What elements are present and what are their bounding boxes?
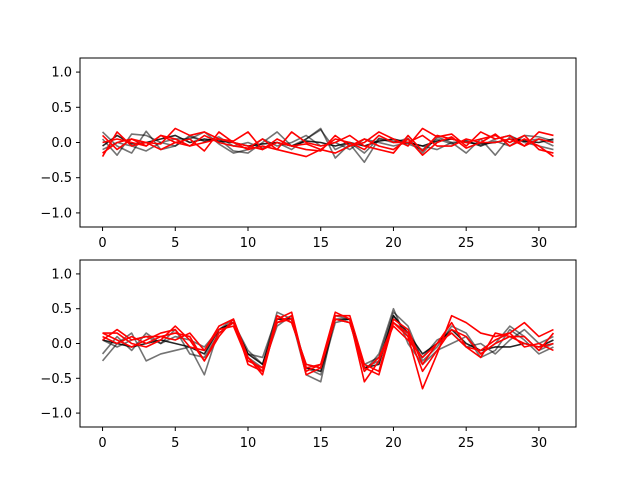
series-group — [101, 307, 555, 390]
x-tick-label: 30 — [531, 236, 548, 251]
x-tick-label: 15 — [312, 236, 329, 251]
red-series-line-7 — [102, 134, 554, 154]
x-tick-label: 25 — [458, 236, 475, 251]
x-tick-label: 10 — [240, 436, 257, 451]
gray-series-line-1 — [101, 314, 554, 376]
y-tick-label: −0.5 — [40, 171, 72, 186]
y-tick-label: −1.0 — [40, 407, 72, 422]
x-tick-label: 20 — [385, 436, 402, 451]
x-tick-label: 30 — [531, 436, 548, 451]
y-tick-label: 0.0 — [51, 337, 72, 352]
x-tick-label: 5 — [171, 436, 179, 451]
x-tick-label: 10 — [240, 236, 257, 251]
y-tick-label: 1.0 — [51, 267, 72, 282]
y-tick-label: 1.0 — [51, 66, 72, 81]
red-series-line-4 — [102, 311, 554, 390]
series-group — [101, 127, 554, 164]
y-tick-label: −1.0 — [40, 206, 72, 221]
y-tick-label: 0.5 — [51, 302, 72, 317]
y-tick-label: 0.5 — [51, 101, 72, 116]
red-series-line-6 — [102, 131, 554, 158]
top-subplot: 0 5 10 15 20 25 30 −1.0 −0.5 0.0 0.5 1.0 — [40, 57, 577, 251]
bottom-subplot: 0 5 10 15 20 25 30 −1.0 −0.5 0.0 0.5 1.0 — [40, 259, 577, 451]
x-tick-label: 0 — [98, 236, 106, 251]
x-tick-label: 15 — [312, 436, 329, 451]
x-tick-label: 20 — [385, 236, 402, 251]
y-tick-label: 0.0 — [51, 136, 72, 151]
x-tick-label: 0 — [98, 436, 106, 451]
red-series-line-4 — [101, 127, 554, 157]
red-series-line-7 — [102, 314, 554, 373]
y-tick-label: −0.5 — [40, 372, 72, 387]
x-tick-label: 25 — [458, 436, 475, 451]
x-tick-label: 5 — [171, 236, 179, 251]
